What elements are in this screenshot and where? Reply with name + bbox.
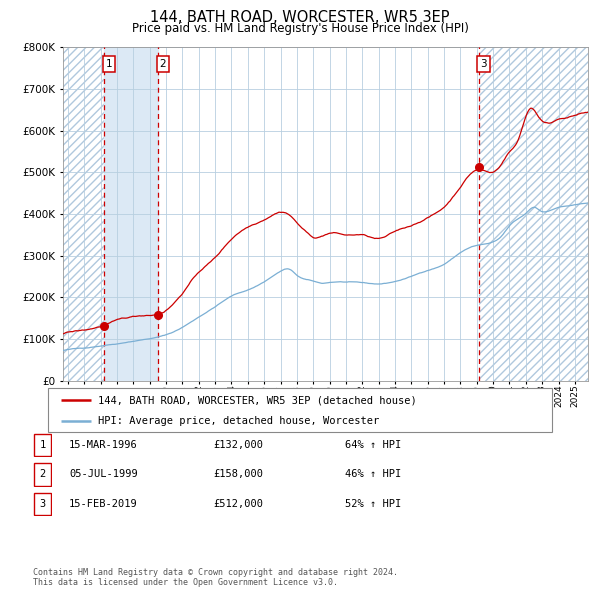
Text: 2: 2 (40, 470, 46, 479)
Text: 3: 3 (481, 59, 487, 69)
Text: 52% ↑ HPI: 52% ↑ HPI (345, 499, 401, 509)
Bar (479, 47, 588, 381)
Bar (104, 47, 158, 381)
Text: 46% ↑ HPI: 46% ↑ HPI (345, 470, 401, 479)
Text: 15-FEB-2019: 15-FEB-2019 (69, 499, 138, 509)
Text: £158,000: £158,000 (213, 470, 263, 479)
Text: HPI: Average price, detached house, Worcester: HPI: Average price, detached house, Worc… (98, 416, 380, 426)
FancyBboxPatch shape (34, 463, 51, 486)
FancyBboxPatch shape (48, 388, 552, 432)
Text: 15-MAR-1996: 15-MAR-1996 (69, 440, 138, 450)
Text: Contains HM Land Registry data © Crown copyright and database right 2024.
This d: Contains HM Land Registry data © Crown c… (33, 568, 398, 587)
Text: £132,000: £132,000 (213, 440, 263, 450)
Bar (63, 47, 104, 381)
Text: 144, BATH ROAD, WORCESTER, WR5 3EP: 144, BATH ROAD, WORCESTER, WR5 3EP (150, 10, 450, 25)
Text: 2: 2 (160, 59, 166, 69)
Text: 64% ↑ HPI: 64% ↑ HPI (345, 440, 401, 450)
Text: £512,000: £512,000 (213, 499, 263, 509)
FancyBboxPatch shape (34, 434, 51, 456)
FancyBboxPatch shape (34, 493, 51, 515)
Text: 05-JUL-1999: 05-JUL-1999 (69, 470, 138, 479)
Text: Price paid vs. HM Land Registry's House Price Index (HPI): Price paid vs. HM Land Registry's House … (131, 22, 469, 35)
Text: 3: 3 (40, 499, 46, 509)
Text: 1: 1 (40, 440, 46, 450)
Bar (63, 47, 104, 381)
Text: 144, BATH ROAD, WORCESTER, WR5 3EP (detached house): 144, BATH ROAD, WORCESTER, WR5 3EP (deta… (98, 395, 417, 405)
Text: 1: 1 (106, 59, 112, 69)
Bar (479, 47, 588, 381)
